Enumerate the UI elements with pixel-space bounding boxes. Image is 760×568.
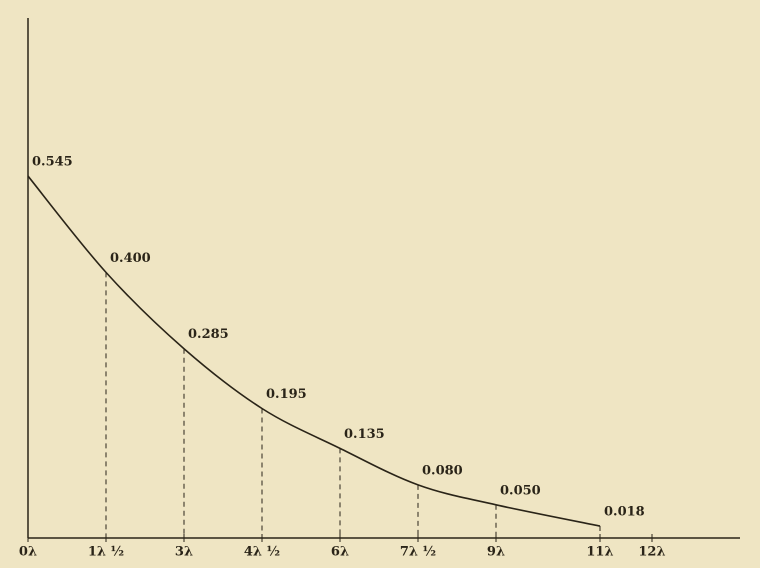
x-tick-label: 9λ	[487, 545, 505, 560]
value-label: 0.400	[110, 251, 151, 266]
x-tick-label: 0λ	[19, 545, 37, 560]
value-label: 0.545	[32, 155, 73, 170]
x-tick-label: 4λ ½	[244, 545, 280, 560]
x-tick-label: 6λ	[331, 545, 349, 560]
value-label: 0.018	[604, 505, 645, 520]
value-label: 0.285	[188, 327, 229, 342]
value-label: 0.195	[266, 387, 307, 402]
value-label: 0.135	[344, 427, 385, 442]
x-tick-label: 1λ ½	[88, 545, 124, 560]
x-tick-label: 12λ	[638, 545, 665, 560]
x-tick-label: 3λ	[175, 545, 193, 560]
value-label: 0.050	[500, 483, 541, 498]
value-label: 0.080	[422, 463, 463, 478]
x-tick-label: 11λ	[586, 545, 613, 560]
x-tick-label: 7λ ½	[400, 545, 436, 560]
